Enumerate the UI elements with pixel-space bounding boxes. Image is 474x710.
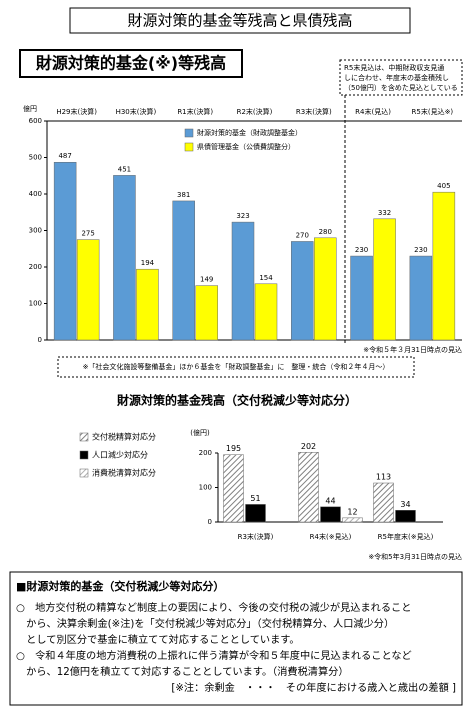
box-line: から、決算余剰金(※注)を「交付税減少等対応分」（交付税精算分、人口減少分） (16, 617, 394, 630)
x-tick-label: R4末(見込) (355, 107, 391, 116)
value-label: 195 (226, 444, 241, 453)
legend-swatch (79, 468, 89, 478)
box-line: ○ 地方交付税の精算など制度上の要因により、今後の交付税の減少が見込まれること (16, 601, 411, 614)
bar (373, 218, 396, 341)
value-label: 487 (58, 152, 71, 160)
legend-label: 消費税清算対応分 (92, 468, 156, 478)
bar (409, 255, 433, 341)
annotation: （50億円）を含めた見込としている (344, 83, 458, 92)
value-label: 332 (378, 209, 391, 217)
bar (320, 506, 341, 523)
legend-label: 県債管理基金（公債費調整分） (197, 142, 295, 151)
annotation: しに合わせ、年度末の基金積残し (344, 73, 449, 82)
bar (291, 241, 314, 341)
bar (76, 239, 100, 341)
bar (231, 221, 255, 341)
value-label: 280 (319, 228, 332, 236)
y-tick-label: 600 (29, 117, 42, 125)
chart-title-box (19, 49, 243, 78)
legend-swatch (79, 432, 89, 442)
x-tick-label: R3末(決算) (296, 107, 332, 116)
y-tick-label: 100 (29, 300, 42, 308)
value-label: 230 (355, 246, 368, 254)
bar (53, 161, 77, 341)
box-heading: ■財源対策的基金（交付税減少等対応分） (16, 579, 224, 593)
note: ※令和5年3月31日時点の見込 (368, 552, 462, 561)
value-label: 323 (236, 212, 249, 220)
legend-swatch (79, 450, 89, 460)
x-tick-label: R3末(決算) (238, 532, 274, 541)
y-tick-label: 0 (208, 518, 212, 526)
box-line: として別区分で基金に積立てて対応することとしています。 (16, 633, 300, 646)
box-line: [※注：余剰金 ・・・ その年度における歳入と歳出の差額 ] (171, 681, 456, 694)
chart-title: 財源対策的基金(※)等残高 (36, 54, 226, 73)
value-label: 381 (177, 191, 190, 199)
legend-label: 交付税精算対応分 (92, 432, 156, 442)
x-tick-label: R5年度末(※見込) (378, 532, 434, 541)
x-tick-label: R1末(決算) (177, 107, 213, 116)
value-label: 154 (259, 274, 273, 282)
text-box (9, 571, 463, 706)
bar (395, 510, 416, 523)
bar (432, 191, 456, 341)
value-label: 113 (376, 473, 391, 482)
value-label: 194 (141, 259, 155, 267)
y-tick-label: 200 (199, 449, 212, 457)
bar (373, 482, 394, 523)
y-unit: 億円 (23, 104, 37, 113)
value-label: 405 (437, 182, 450, 190)
value-label: 275 (81, 230, 94, 238)
x-tick-label: R4末(※見込) (310, 532, 352, 541)
box-line: ○ 令和４年度の地方消費税の上振れに伴う清算が令和５年度中に見込まれることなど (16, 649, 412, 662)
note: ※令和５年３月31日時点の見込 (363, 345, 462, 354)
legend-label: 人口減少対応分 (92, 450, 148, 460)
annotation: R5末見込は、中期財政収支見通 (344, 63, 444, 72)
value-label: 34 (400, 500, 410, 509)
bar (350, 255, 373, 341)
value-label: 270 (296, 231, 309, 239)
page-title: 財源対策的基金等残高と県債残高 (127, 12, 352, 30)
x-tick-label: H29末(決算) (56, 107, 97, 116)
value-label: 51 (250, 494, 260, 503)
bar (113, 175, 136, 341)
y-unit: (億円) (190, 428, 210, 437)
title-box (69, 7, 411, 34)
annotation-box (339, 59, 463, 96)
y-tick-label: 400 (29, 190, 42, 198)
bar (314, 237, 337, 341)
footnote: ※「社会文化施設等整備基金」ほか６基金を「財政調整基金」に 整理・統合（令和２年… (83, 362, 390, 371)
y-tick-label: 0 (38, 336, 42, 344)
x-tick-label: H30末(決算) (116, 107, 157, 116)
box-line: から、12億円を積立てて対応することとしています。（消費税清算分） (16, 665, 349, 678)
chart-title: 財源対策的基金残高（交付税減少等対応分） (116, 393, 357, 408)
bar (136, 268, 159, 341)
value-label: 12 (347, 507, 357, 516)
footnote-box (57, 356, 415, 378)
value-label: 149 (200, 276, 213, 284)
x-tick-label: R2末(決算) (237, 107, 273, 116)
value-label: 202 (301, 442, 316, 451)
bar (245, 504, 266, 523)
legend-label: 財源対策的基金（財政調整基金） (197, 128, 302, 137)
bar (254, 283, 278, 341)
y-tick-label: 200 (29, 263, 42, 271)
bar (195, 285, 218, 341)
value-label: 451 (118, 165, 131, 173)
y-tick-label: 100 (199, 484, 212, 492)
y-tick-label: 500 (29, 154, 42, 162)
legend-swatch (184, 142, 194, 152)
y-tick-label: 300 (29, 227, 42, 235)
bar (223, 454, 244, 523)
value-label: 230 (414, 246, 427, 254)
bar (172, 200, 195, 341)
legend-swatch (184, 128, 194, 138)
bar (342, 517, 363, 523)
bar (298, 452, 319, 523)
value-label: 44 (325, 496, 335, 505)
x-tick-label: R5末(見込※) (412, 107, 454, 116)
